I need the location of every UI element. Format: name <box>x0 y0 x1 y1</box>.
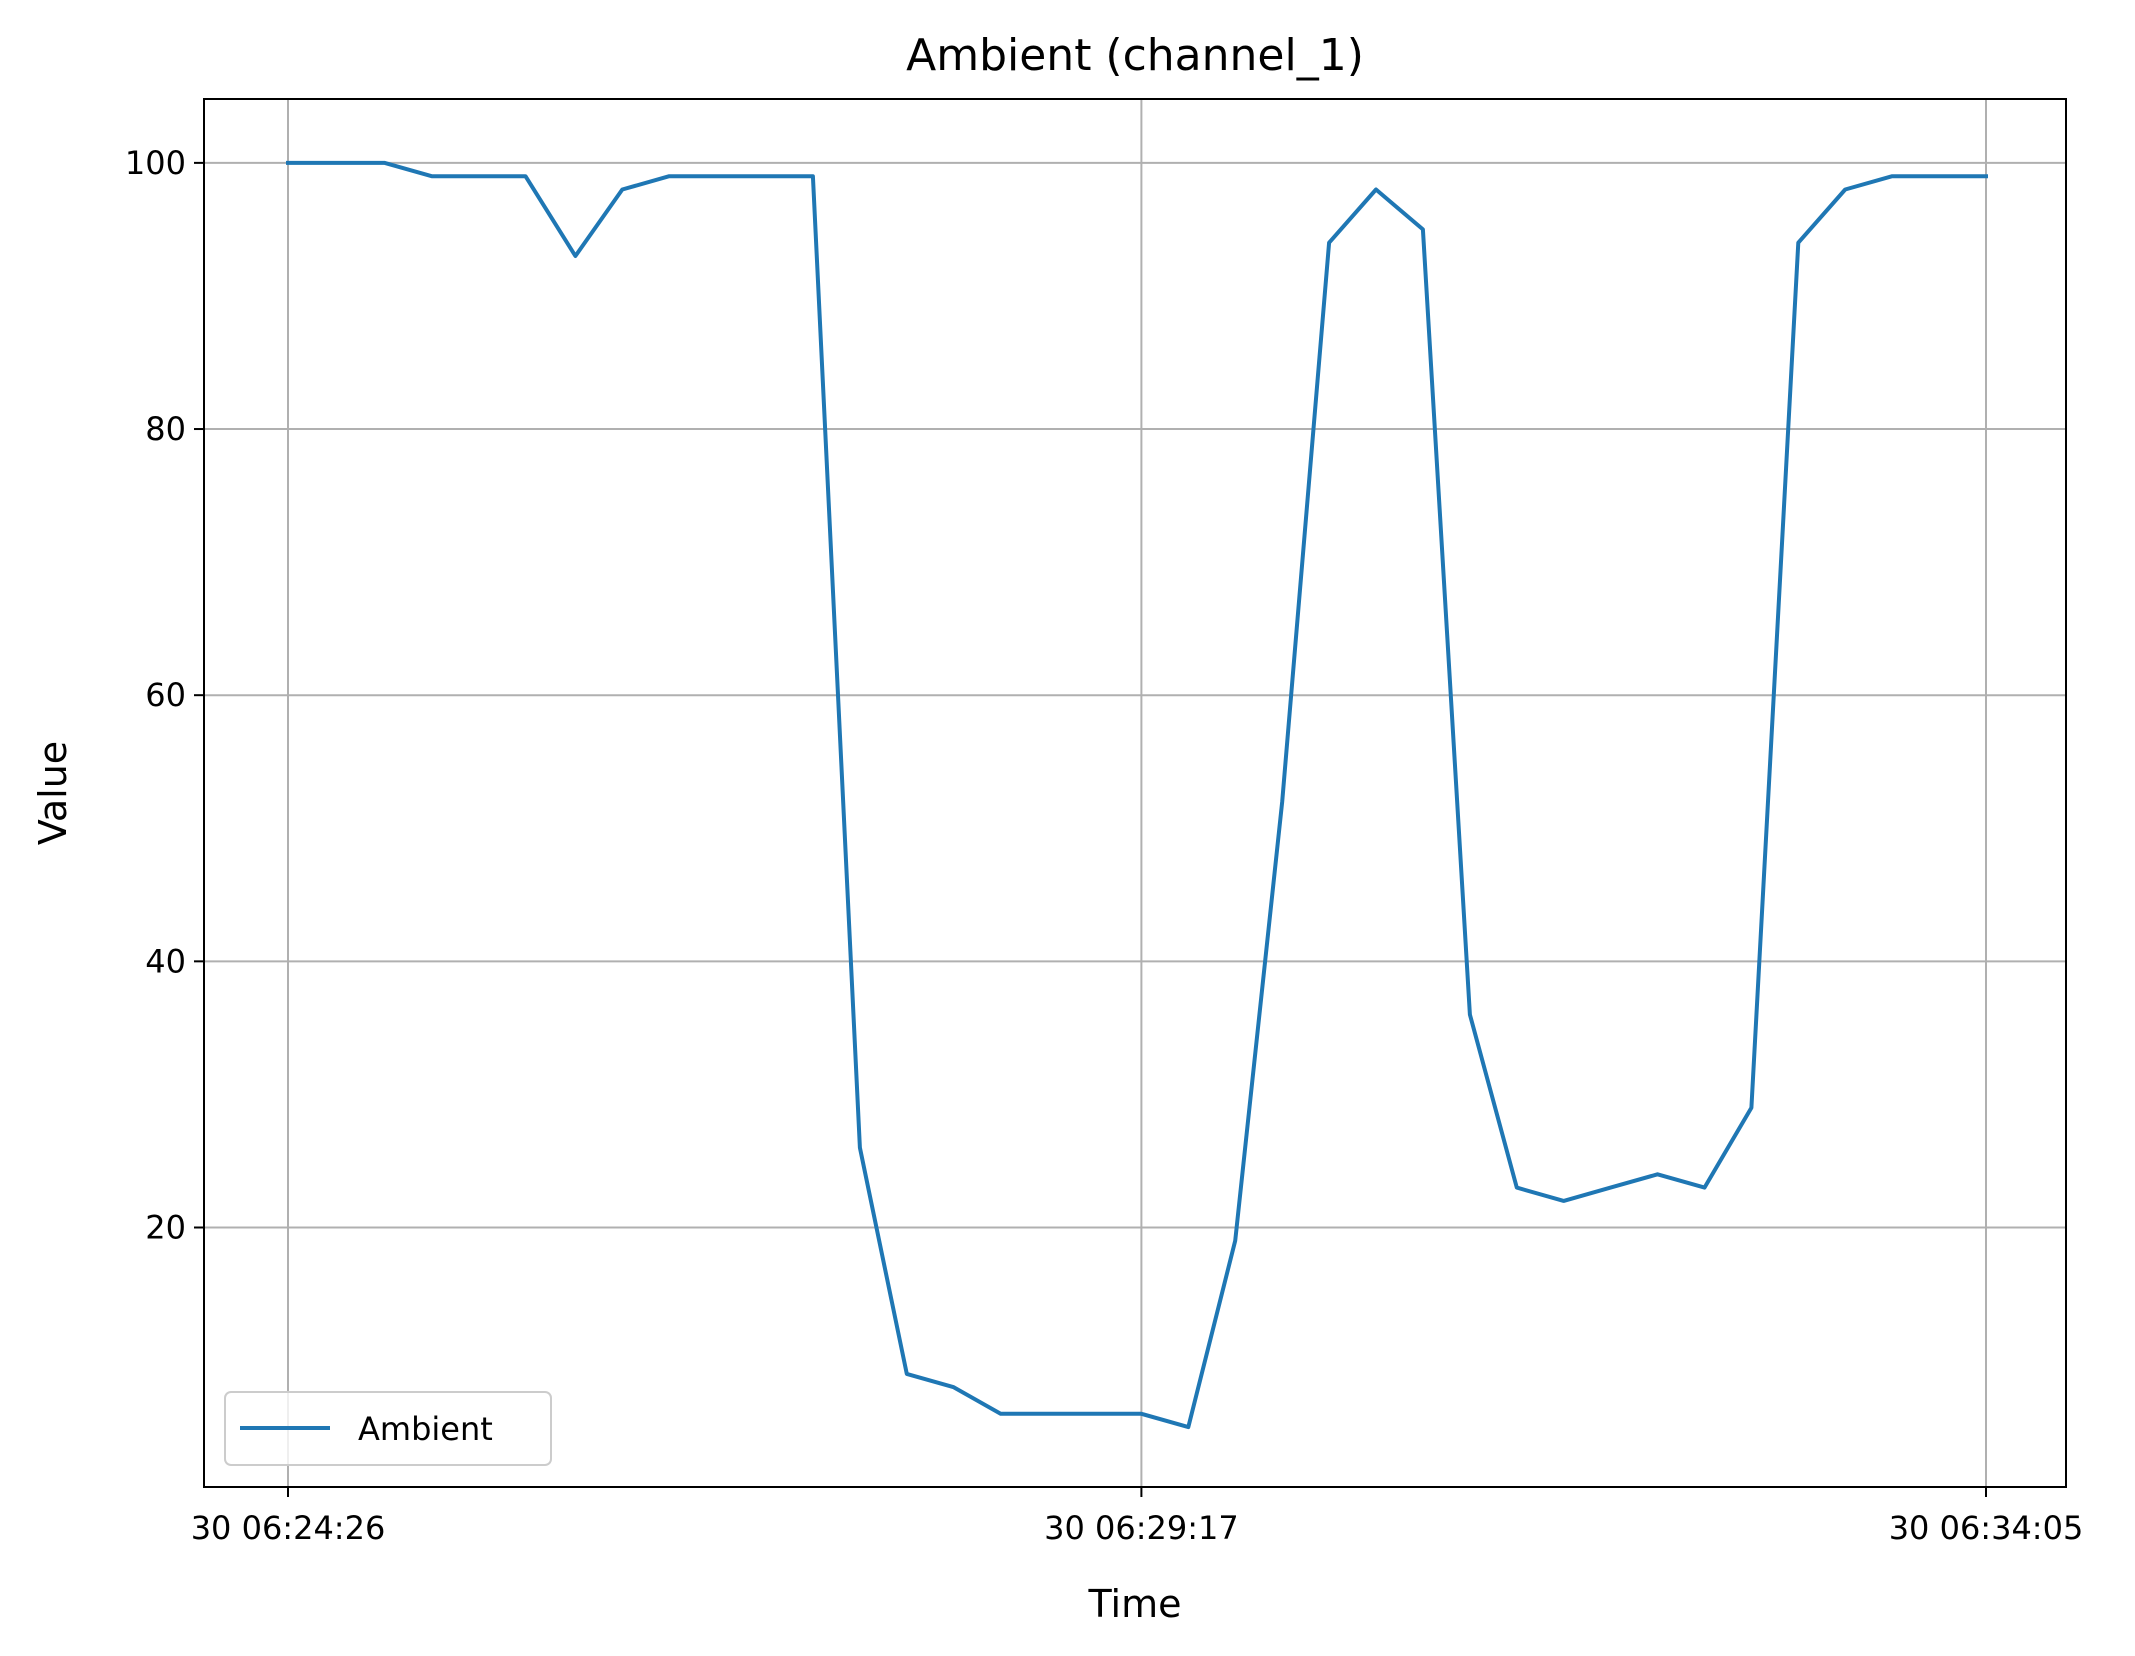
y-tick-label: 100 <box>125 144 186 182</box>
x-tick-label: 30 06:34:05 <box>1889 1509 2084 1547</box>
y-tick-label: 60 <box>145 676 186 714</box>
chart-title: Ambient (channel_1) <box>906 30 1364 81</box>
x-tick-label: 30 06:24:26 <box>191 1509 386 1547</box>
series-layer <box>286 160 1988 1430</box>
x-axis-title: Time <box>1088 1582 1182 1626</box>
y-tick-label: 20 <box>145 1208 186 1246</box>
series-line-ambient <box>286 160 1988 1430</box>
plot-frame <box>203 98 2067 1488</box>
y-tick-label: 40 <box>145 942 186 980</box>
grid-lines <box>204 99 2066 1487</box>
y-tick-label: 80 <box>145 410 186 448</box>
y-axis-title: Value <box>31 741 75 845</box>
axis-ticks: 20 40 60 80 100 30 06:24:26 30 06:29:17 30 06:3… <box>125 144 2083 1547</box>
legend-label-ambient: Ambient <box>358 1410 493 1448</box>
legend: Ambient <box>224 1391 552 1466</box>
x-tick-label: 30 06:29:17 <box>1044 1509 1239 1547</box>
legend-box <box>224 1391 552 1466</box>
